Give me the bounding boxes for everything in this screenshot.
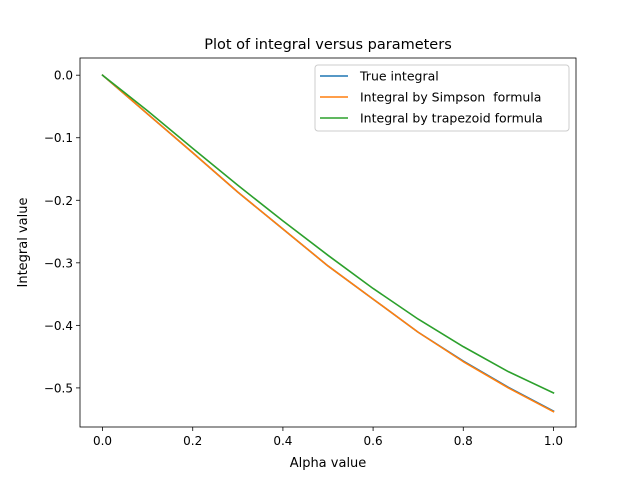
y-tick-label: −0.1	[44, 131, 73, 145]
series-layer	[101, 74, 555, 413]
x-tick-label: 1.0	[544, 434, 563, 448]
y-axis-label: Integral value	[16, 198, 31, 288]
y-ticks: 0.0 −0.1 −0.2 −0.3 −0.4 −0.5	[44, 69, 80, 395]
y-tick-label: 0.0	[54, 69, 73, 83]
legend-entries: True integral Integral by Simpson formula…	[320, 69, 543, 126]
y-tick-label: −0.2	[44, 194, 73, 208]
x-tick-label: 0.0	[93, 434, 112, 448]
series-line-3	[101, 74, 555, 394]
x-tick-label: 0.2	[183, 434, 202, 448]
y-tick-label: −0.3	[44, 256, 73, 270]
legend-label-3: Integral by trapezoid formula	[360, 111, 543, 126]
x-tick-label: 0.4	[273, 434, 292, 448]
series-line-2	[101, 74, 555, 413]
plot-frame	[79, 57, 577, 428]
x-ticks: 0.0 0.2 0.4 0.6 0.8 1.0	[93, 427, 563, 448]
y-tick-label: −0.5	[44, 381, 73, 395]
x-tick-label: 0.8	[454, 434, 473, 448]
x-axis-label: Alpha value	[290, 456, 367, 471]
legend-label-1: True integral	[359, 69, 439, 84]
x-tick-label: 0.6	[364, 434, 383, 448]
legend-label-2: Integral by Simpson formula	[360, 90, 541, 105]
chart-title: Plot of integral versus parameters	[204, 37, 452, 53]
legend-frame	[314, 64, 570, 132]
legend: True integral Integral by Simpson formula…	[314, 64, 570, 132]
y-tick-label: −0.4	[44, 319, 73, 333]
